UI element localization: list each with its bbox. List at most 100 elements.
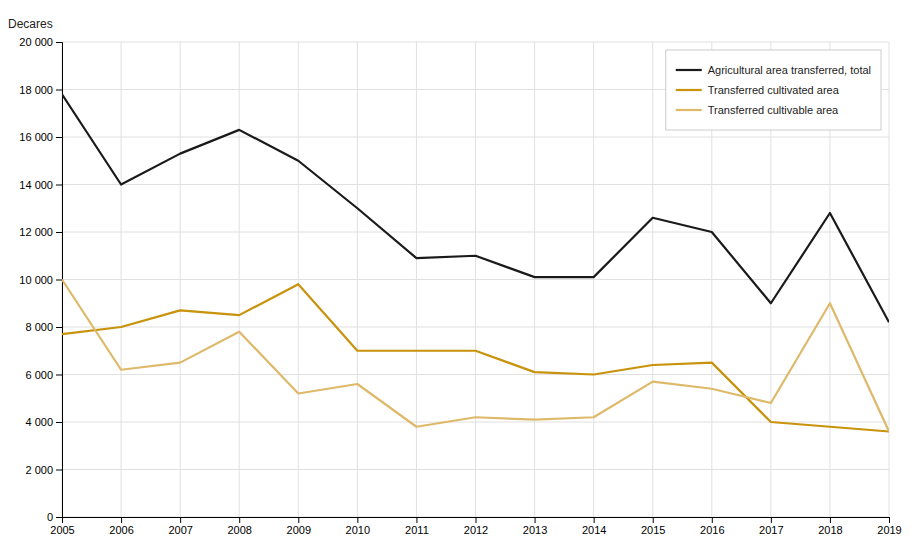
x-tick: 2009 xyxy=(287,517,311,536)
x-axis-line xyxy=(63,518,890,524)
x-tick: 2006 xyxy=(109,517,133,536)
plot: 2005 2006 2007 2008 2009 2010 2011 2012 2013 2014… xyxy=(19,36,901,536)
series-line xyxy=(62,280,889,432)
legend-label: Agricultural area transferred, total xyxy=(708,64,871,76)
y-tick-mark xyxy=(56,137,62,138)
x-tick-mark xyxy=(535,517,536,523)
y-tick-label: 14 000 xyxy=(19,179,53,191)
y-tick: 14 000 xyxy=(19,179,62,191)
x-tick: 2011 xyxy=(405,517,429,536)
lines xyxy=(62,94,889,431)
x-tick-label: 2018 xyxy=(818,524,842,536)
x-tick-label: 2009 xyxy=(287,524,311,536)
legend-swatch xyxy=(676,69,702,71)
x-grid-line xyxy=(239,42,240,517)
x-tick: 2014 xyxy=(582,517,606,536)
x-tick-label: 2010 xyxy=(346,524,370,536)
y-tick-mark xyxy=(56,470,62,471)
y-tick-label: 10 000 xyxy=(19,274,53,286)
x-tick-label: 2019 xyxy=(877,524,901,536)
x-grid-line xyxy=(889,42,890,517)
x-tick: 2007 xyxy=(168,517,192,536)
legend-label: Transferred cultivated area xyxy=(708,84,840,96)
x-tick-label: 2011 xyxy=(405,524,429,536)
y-tick-label: 4 000 xyxy=(25,416,53,428)
x-tick-label: 2008 xyxy=(227,524,251,536)
y-tick-label: 2 000 xyxy=(25,464,53,476)
x-axis: 2005 2006 2007 2008 2009 2010 2011 2012 2013 2014… xyxy=(50,517,901,536)
x-grid-line xyxy=(298,42,299,517)
y-tick-mark xyxy=(56,185,62,186)
x-tick-label: 2007 xyxy=(168,524,192,536)
y-tick: 20 000 xyxy=(19,36,62,48)
y-tick-mark xyxy=(56,280,62,281)
y-axis-title: Decares xyxy=(8,17,53,31)
y-tick-label: 16 000 xyxy=(19,131,53,143)
x-tick-mark xyxy=(239,517,240,523)
x-tick: 2015 xyxy=(641,517,665,536)
x-tick-mark xyxy=(830,517,831,523)
x-tick: 2016 xyxy=(700,517,724,536)
x-tick: 2008 xyxy=(227,517,251,536)
legend-swatch xyxy=(676,89,702,91)
legend-swatch xyxy=(676,109,702,111)
y-axis-line xyxy=(56,43,63,518)
y-tick-label: 6 000 xyxy=(25,369,53,381)
y-tick-mark xyxy=(56,375,62,376)
x-tick-mark xyxy=(476,517,477,523)
x-tick: 2010 xyxy=(346,517,370,536)
legend-item: Transferred cultivated area xyxy=(676,84,840,96)
x-grid-line xyxy=(357,42,358,517)
x-tick-mark xyxy=(416,517,417,523)
y-tick: 12 000 xyxy=(19,226,62,238)
legend-item: Transferred cultivable area xyxy=(676,104,839,116)
y-tick: 2 000 xyxy=(25,464,62,476)
x-tick-label: 2015 xyxy=(641,524,665,536)
x-tick-mark xyxy=(121,517,122,523)
y-tick-label: 12 000 xyxy=(19,226,53,238)
x-tick-mark xyxy=(889,517,890,523)
grid xyxy=(62,42,889,517)
y-tick-label: 0 xyxy=(47,511,53,523)
x-grid-line xyxy=(416,42,417,517)
x-tick-label: 2006 xyxy=(109,524,133,536)
x-tick-label: 2013 xyxy=(523,524,547,536)
y-tick-label: 18 000 xyxy=(19,84,53,96)
y-tick: 6 000 xyxy=(25,369,62,381)
x-tick-mark xyxy=(298,517,299,523)
x-tick: 2012 xyxy=(464,517,488,536)
y-tick-mark xyxy=(56,327,62,328)
x-tick: 2005 xyxy=(50,517,74,536)
y-axis: 0 2 000 4 000 6 000 8 000 10 000 12 000 14 000 1… xyxy=(19,36,62,523)
x-tick-mark xyxy=(712,517,713,523)
x-tick-mark xyxy=(771,517,772,523)
legend: Agricultural area transferred, total Tran… xyxy=(666,50,881,130)
y-tick: 18 000 xyxy=(19,84,62,96)
y-tick-mark xyxy=(56,232,62,233)
chart: 2005 2006 2007 2008 2009 2010 2011 2012 2013 2014… xyxy=(0,0,913,553)
x-tick: 2017 xyxy=(759,517,783,536)
x-tick-mark xyxy=(594,517,595,523)
y-tick-mark xyxy=(56,90,62,91)
x-grid-line xyxy=(121,42,122,517)
x-tick-label: 2014 xyxy=(582,524,606,536)
x-tick-label: 2012 xyxy=(464,524,488,536)
x-grid-line xyxy=(475,42,476,517)
x-tick-mark xyxy=(653,517,654,523)
series-line xyxy=(62,284,889,431)
y-tick: 4 000 xyxy=(25,416,62,428)
x-tick: 2013 xyxy=(523,517,547,536)
y-tick-label: 20 000 xyxy=(19,36,53,48)
y-tick: 0 xyxy=(47,511,62,523)
legend-box xyxy=(666,50,881,130)
x-tick-label: 2005 xyxy=(50,524,74,536)
y-tick-mark xyxy=(56,42,62,43)
legend-item: Agricultural area transferred, total xyxy=(676,64,871,76)
x-tick: 2019 xyxy=(877,517,901,536)
x-grid-line xyxy=(593,42,594,517)
y-tick: 8 000 xyxy=(25,321,62,333)
x-tick-label: 2017 xyxy=(759,524,783,536)
y-tick: 16 000 xyxy=(19,131,62,143)
legend-label: Transferred cultivable area xyxy=(708,104,839,116)
x-tick-mark xyxy=(180,517,181,523)
